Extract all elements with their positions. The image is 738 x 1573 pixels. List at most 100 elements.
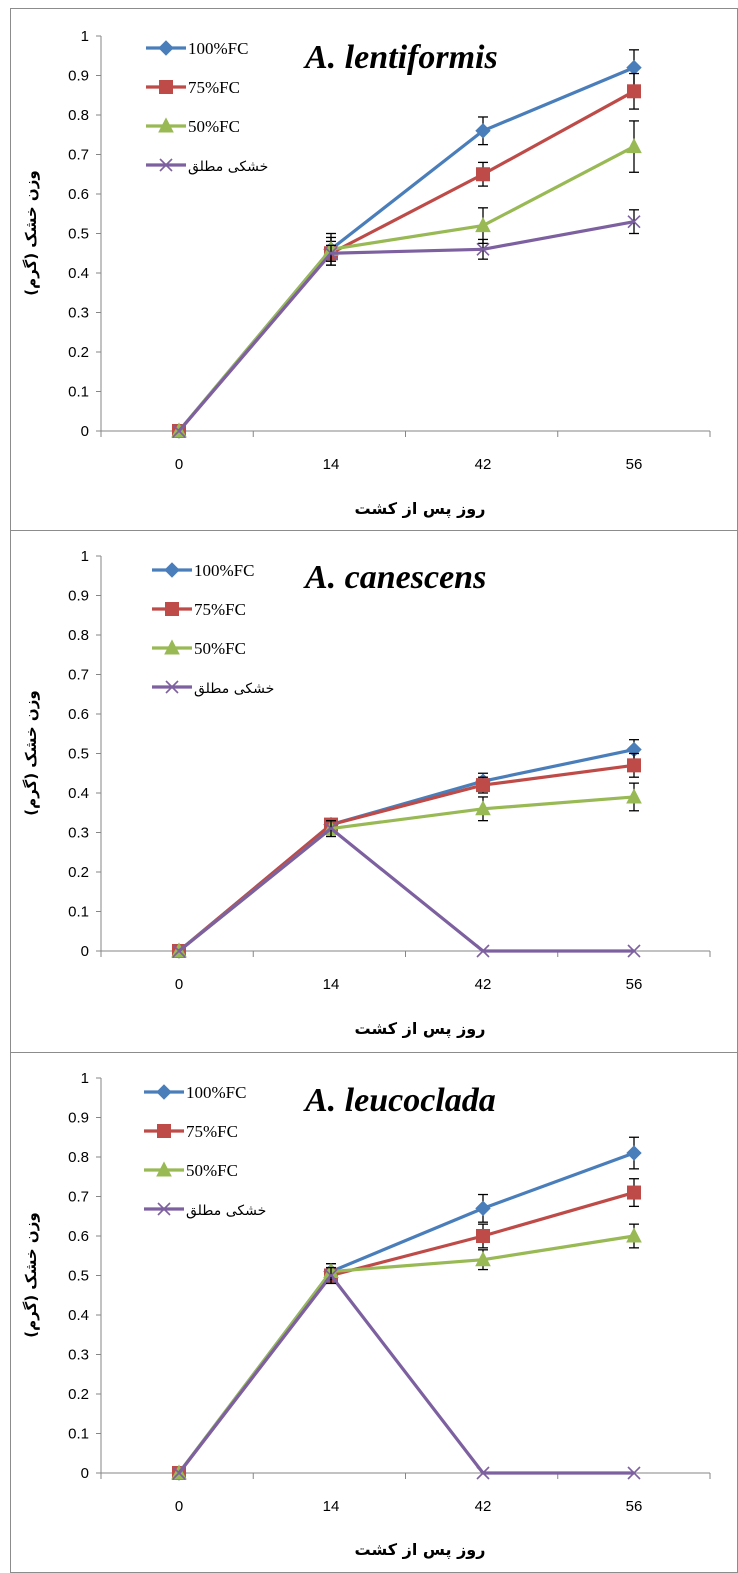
y-tick-label: 0.5 — [68, 1268, 89, 1285]
legend-label: 75%FC — [194, 600, 246, 619]
y-tick-label: 0.6 — [68, 706, 89, 723]
legend-label: 100%FC — [188, 39, 248, 58]
data-point — [627, 1185, 641, 1200]
x-tick-label: 14 — [323, 1498, 340, 1515]
y-tick-label: 0.3 — [68, 825, 89, 842]
x-tick-label: 42 — [475, 976, 492, 993]
x-tick-label: 0 — [175, 456, 183, 473]
y-tick-label: 0.9 — [68, 68, 89, 85]
y-tick-label: 0.9 — [68, 1110, 89, 1127]
data-point — [476, 242, 490, 256]
legend-marker — [156, 1161, 172, 1177]
legend-item: 50%FC — [152, 639, 246, 658]
legend-item: 75%FC — [152, 600, 246, 619]
legend-label: خشکی مطلق — [186, 1203, 266, 1219]
series-line — [177, 763, 635, 953]
legend-marker — [164, 562, 180, 578]
x-axis-title: روز پس از کشت — [355, 1540, 486, 1560]
x-tick-label: 56 — [626, 1498, 643, 1515]
y-tick-label: 0.5 — [68, 746, 89, 763]
series-line — [177, 795, 635, 953]
data-point — [475, 1200, 491, 1217]
y-tick-label: 0.1 — [68, 1426, 89, 1443]
data-point — [475, 800, 491, 816]
series-line — [177, 1151, 635, 1474]
data-point — [627, 84, 641, 99]
series-2 — [172, 72, 641, 438]
y-tick-label: 0.6 — [68, 1228, 89, 1245]
data-point — [627, 215, 641, 229]
x-tick-label: 56 — [626, 976, 643, 993]
legend-item: 75%FC — [146, 78, 240, 97]
x-tick-label: 0 — [175, 1498, 183, 1515]
y-tick-label: 0.1 — [68, 384, 89, 401]
x-tick-label: 14 — [323, 976, 340, 993]
data-point — [324, 246, 338, 260]
x-tick-label: 42 — [475, 1498, 492, 1515]
data-point — [475, 123, 491, 139]
data-point — [476, 167, 490, 182]
y-tick-label: 0.4 — [68, 265, 89, 282]
x-tick-label: 42 — [475, 456, 492, 473]
data-point — [475, 217, 491, 233]
legend: 100%FC 75%FC 50%FC خشکی مطلق — [152, 561, 274, 697]
data-point — [627, 1466, 641, 1480]
legend-item: 100%FC — [146, 39, 248, 58]
legend-item: خشکی مطلق — [146, 158, 268, 175]
y-tick-label: 0.2 — [68, 864, 89, 881]
data-point — [626, 59, 642, 76]
legend-label: 75%FC — [188, 78, 240, 97]
data-point — [626, 1227, 642, 1243]
data-point — [476, 1229, 490, 1243]
series-line — [177, 1234, 635, 1474]
y-tick-label: 1 — [81, 1070, 89, 1087]
legend-label: 75%FC — [186, 1122, 238, 1141]
y-tick-label: 0.2 — [68, 344, 89, 361]
legend-item: خشکی مطلق — [152, 680, 274, 697]
legend-label: 100%FC — [186, 1083, 246, 1102]
series-line — [177, 747, 635, 953]
y-tick-label: 0.9 — [68, 588, 89, 605]
data-point — [172, 944, 186, 958]
series-3 — [171, 1223, 642, 1480]
legend-label: خشکی مطلق — [194, 681, 274, 697]
x-axis-title: روز پس از کشت — [355, 1019, 486, 1039]
legend-marker — [165, 602, 179, 616]
series-line — [177, 1273, 634, 1475]
legend-marker — [165, 680, 179, 694]
legend-label: 50%FC — [186, 1161, 238, 1180]
y-tick-label: 0.6 — [68, 186, 89, 203]
legend-marker — [158, 40, 174, 56]
legend-marker — [157, 1124, 171, 1138]
data-point — [324, 821, 338, 836]
y-tick-label: 1 — [81, 548, 89, 565]
data-point — [476, 1466, 490, 1480]
y-tick-label: 0.4 — [68, 1307, 89, 1324]
y-tick-label: 0.5 — [68, 226, 89, 243]
legend-marker — [164, 639, 180, 655]
legend-marker — [157, 1202, 171, 1216]
y-tick-label: 0.3 — [68, 1347, 89, 1364]
y-tick-label: 0.4 — [68, 785, 89, 802]
chart-3: 0 0.1 0.2 0.3 0.4 0.5 0.6 0.7 0.8 0.9 1 0 14 42 56 روز … — [22, 1070, 711, 1560]
series-4 — [172, 209, 641, 438]
data-point — [476, 778, 490, 793]
legend-marker — [159, 158, 173, 172]
data-point — [476, 944, 490, 958]
legend-item: 100%FC — [152, 561, 254, 580]
y-tick-label: 0.7 — [68, 1189, 89, 1206]
legend-item: 100%FC — [144, 1083, 246, 1102]
chart-1: 0 0.1 0.2 0.3 0.4 0.5 0.6 0.7 0.8 0.9 1 0 14 42 56 روز … — [22, 28, 711, 519]
series-2 — [172, 752, 641, 958]
chart-panel-frame-2 — [10, 530, 738, 1054]
series-1 — [171, 1136, 642, 1481]
legend: 100%FC 75%FC 50%FC خشکی مطلق — [144, 1083, 266, 1219]
series-4 — [172, 820, 641, 958]
chart-2: 0 0.1 0.2 0.3 0.4 0.5 0.6 0.7 0.8 0.9 1 0 14 42 56 روز … — [22, 548, 711, 1039]
y-tick-label: 0.3 — [68, 305, 89, 322]
data-point — [627, 758, 641, 773]
series-line — [177, 66, 635, 433]
y-tick-label: 0.8 — [68, 1149, 89, 1166]
series-2 — [172, 1178, 641, 1480]
